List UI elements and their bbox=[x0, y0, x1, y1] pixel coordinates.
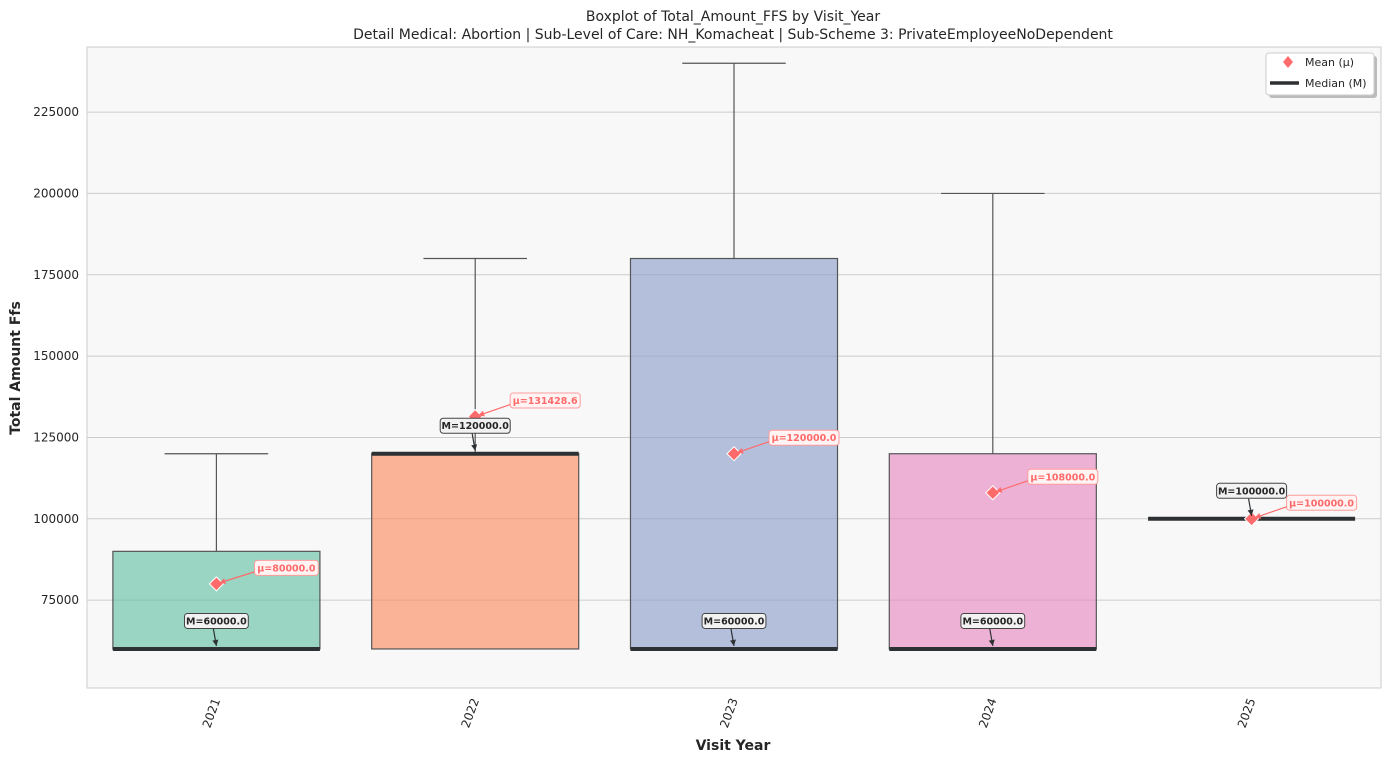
mean-annotation: μ=100000.0 bbox=[1286, 494, 1358, 511]
mean-label: μ=131428.6 bbox=[513, 396, 578, 407]
median-label-box bbox=[701, 612, 767, 629]
mean-label-box bbox=[1027, 468, 1099, 485]
legend-mean-label: Mean (μ) bbox=[1305, 56, 1354, 69]
y-tick-label: 150000 bbox=[33, 349, 79, 363]
y-tick-label: 125000 bbox=[33, 430, 79, 444]
median-label-box bbox=[184, 612, 249, 629]
mean-label-box bbox=[768, 429, 840, 446]
mean-arrow-head bbox=[737, 447, 744, 454]
mean-annotation: μ=108000.0 bbox=[1027, 468, 1099, 485]
median-annotation: M=100000.0 bbox=[1216, 482, 1288, 499]
annotations: M=60000.0 μ=80000.0 M=120000.0 μ=131428.6 M=… bbox=[184, 392, 1358, 647]
median-label: M=60000.0 bbox=[962, 616, 1023, 627]
mean-arrow bbox=[219, 571, 255, 584]
median-annotation: M=120000.0 bbox=[439, 417, 511, 434]
median-arrow-head bbox=[471, 444, 478, 451]
x-tick-label: 2022 bbox=[458, 696, 482, 729]
median-label: M=100000.0 bbox=[1218, 486, 1286, 497]
iqr-box bbox=[371, 453, 580, 650]
mean-label: μ=120000.0 bbox=[772, 433, 837, 444]
x-tick-label: 2023 bbox=[717, 696, 741, 729]
box-2023 bbox=[629, 62, 839, 651]
mean-arrow-head bbox=[478, 410, 485, 417]
x-tick-label: 2024 bbox=[976, 696, 1000, 729]
mean-arrow-head bbox=[219, 578, 227, 584]
median-label-box bbox=[439, 417, 511, 434]
y-axis-label: Total Amount Ffs bbox=[8, 301, 24, 435]
mean-label-box bbox=[254, 559, 319, 576]
median-label-box bbox=[960, 612, 1026, 629]
x-tick-label: 2021 bbox=[200, 696, 224, 729]
x-tick-label: 2025 bbox=[1235, 696, 1259, 729]
mean-label-box bbox=[1286, 494, 1358, 511]
legend: Mean (μ) Median (M) bbox=[1265, 52, 1377, 98]
boxes bbox=[112, 62, 1356, 651]
mean-label: μ=108000.0 bbox=[1030, 472, 1095, 483]
y-tick-label: 100000 bbox=[33, 512, 79, 526]
median-label: M=60000.0 bbox=[704, 616, 765, 627]
y-tick-label: 200000 bbox=[33, 186, 79, 200]
mean-arrow-head bbox=[1254, 513, 1262, 519]
median-label: M=120000.0 bbox=[442, 421, 510, 432]
median-label-box bbox=[1216, 482, 1288, 499]
median-annotation: M=60000.0 bbox=[960, 612, 1026, 629]
y-tick-label: 175000 bbox=[33, 268, 79, 282]
median-arrow-head bbox=[1247, 509, 1254, 516]
median-arrow-head bbox=[730, 639, 736, 646]
mean-annotation: μ=80000.0 bbox=[254, 559, 319, 576]
median-annotation: M=60000.0 bbox=[184, 612, 249, 629]
chart-title: Boxplot of Total_Amount_FFS by Visit_Yea… bbox=[586, 9, 880, 25]
legend-mean-marker bbox=[1283, 56, 1293, 68]
median-arrow-head bbox=[212, 639, 219, 646]
mean-annotation: μ=131428.6 bbox=[509, 392, 581, 409]
mean-label: μ=80000.0 bbox=[257, 563, 316, 574]
y-tick-label: 225000 bbox=[33, 105, 79, 119]
chart-subtitle: Detail Medical: Abortion | Sub-Level of … bbox=[353, 27, 1113, 43]
mean-arrow-head bbox=[995, 486, 1003, 493]
box-2022 bbox=[371, 257, 580, 650]
median-annotation: M=60000.0 bbox=[701, 612, 767, 629]
mean-label-box bbox=[509, 392, 581, 409]
legend-median-label: Median (M) bbox=[1305, 77, 1367, 90]
median-arrow-head bbox=[988, 639, 995, 646]
x-axis-label: Visit Year bbox=[696, 738, 771, 754]
median-label: M=60000.0 bbox=[186, 616, 247, 627]
y-tick-label: 75000 bbox=[41, 593, 79, 607]
mean-label: μ=100000.0 bbox=[1289, 498, 1354, 509]
mean-annotation: μ=120000.0 bbox=[768, 429, 840, 446]
